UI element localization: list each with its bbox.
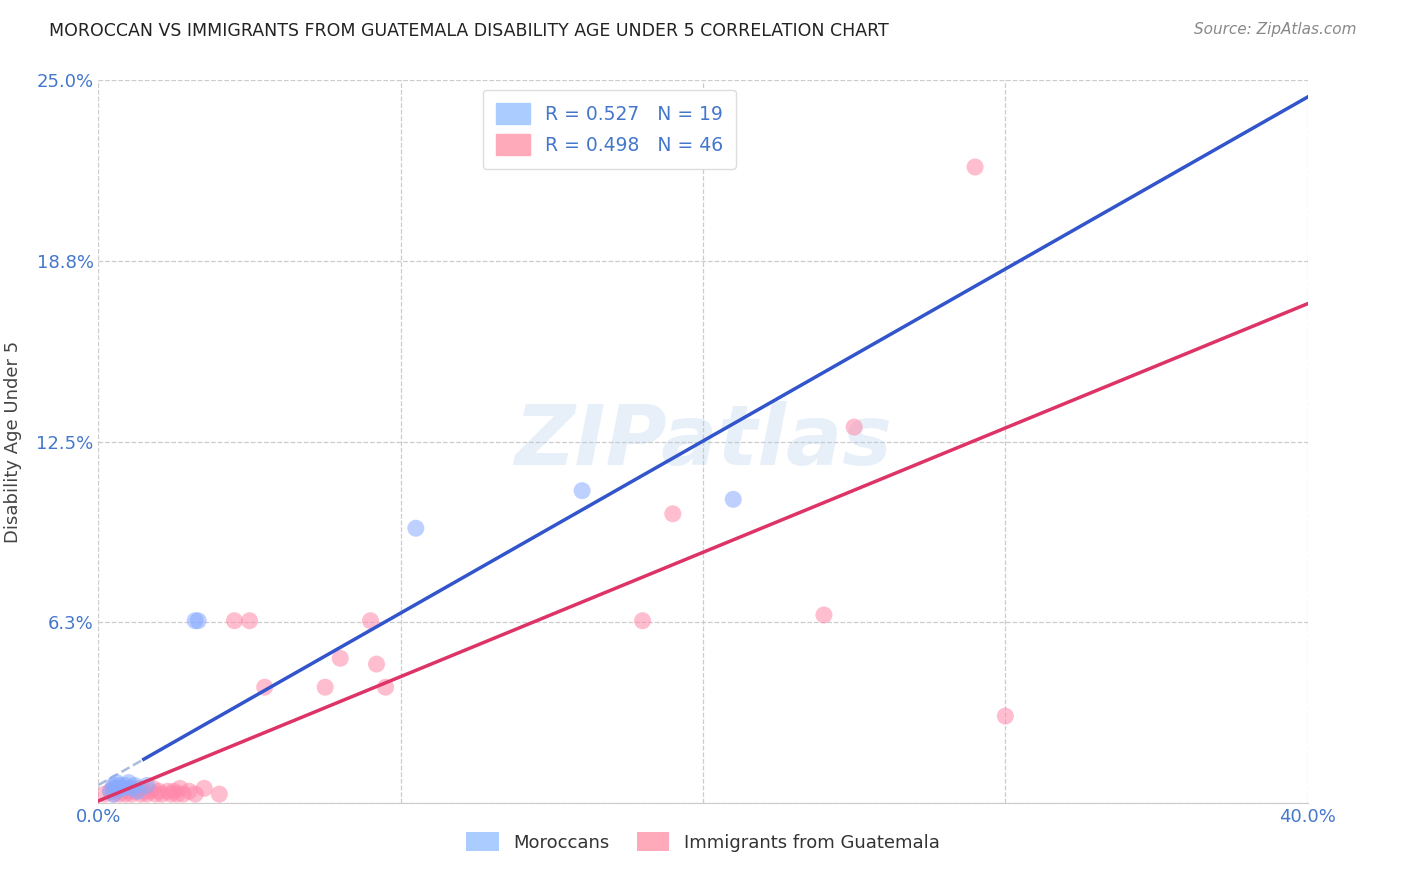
Point [965,160,987,174]
Point [129,787,152,801]
Text: MOROCCAN VS IMMIGRANTS FROM GUATEMALA DISABILITY AGE UNDER 5 CORRELATION CHART: MOROCCAN VS IMMIGRANTS FROM GUATEMALA DI… [49,22,889,40]
Point [127,784,149,798]
Text: Source: ZipAtlas.com: Source: ZipAtlas.com [1194,22,1357,37]
Point [184,787,207,801]
Point [184,614,207,628]
Point [366,657,388,671]
Point [169,781,191,796]
Point [208,787,231,801]
Point [163,784,186,798]
Point [118,781,141,796]
Point [132,784,155,798]
Point [139,784,162,798]
Point [103,779,125,793]
Point [111,784,134,798]
Point [100,784,122,798]
Point [103,787,125,801]
Point [124,784,146,798]
Point [172,787,194,801]
Point [135,779,157,793]
Point [193,781,215,796]
Text: ZIPatlas: ZIPatlas [515,401,891,482]
Legend: Moroccans, Immigrants from Guatemala: Moroccans, Immigrants from Guatemala [460,825,946,859]
Point [405,521,427,535]
Point [844,420,866,434]
Point [103,781,125,796]
Point [105,775,128,789]
Point [374,680,396,694]
Point [360,614,382,628]
Point [145,787,167,801]
Point [150,787,173,801]
Point [108,779,131,793]
Point [661,507,683,521]
Point [121,787,143,801]
Point [114,779,136,793]
Point [160,787,183,801]
Point [994,709,1017,723]
Point [127,781,149,796]
Point [114,787,136,801]
Point [105,781,128,796]
Point [93,787,115,801]
Point [314,680,336,694]
Point [118,775,141,789]
Point [329,651,352,665]
Point [118,784,141,798]
Point [156,784,179,798]
Point [103,787,125,801]
Point [105,784,128,798]
Point [253,680,276,694]
Point [108,781,131,796]
Point [631,614,654,628]
Point [108,781,131,796]
Point [239,614,262,628]
Point [142,781,165,796]
Point [187,614,209,628]
Point [148,784,170,798]
Point [224,614,246,628]
Point [108,787,131,801]
Point [166,787,188,801]
Point [135,787,157,801]
Point [723,492,745,507]
Point [571,483,593,498]
Point [813,607,835,622]
Point [121,781,143,796]
Point [100,784,122,798]
Point [124,779,146,793]
Point [111,781,134,796]
Y-axis label: Disability Age Under 5: Disability Age Under 5 [4,341,22,542]
Point [179,784,201,798]
